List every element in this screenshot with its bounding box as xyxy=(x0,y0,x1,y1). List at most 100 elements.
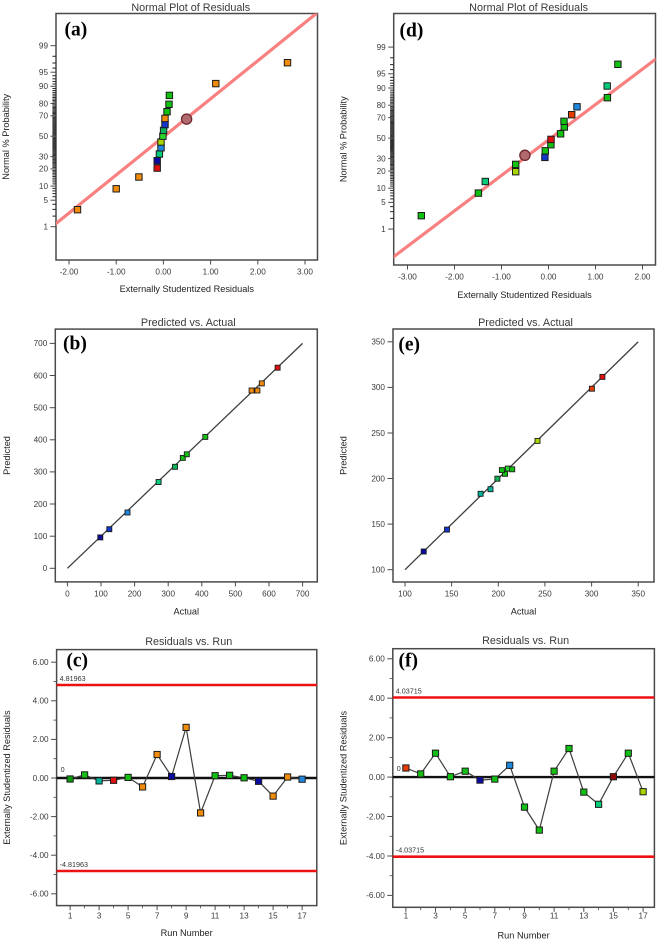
svg-text:-6.00: -6.00 xyxy=(30,890,49,899)
svg-text:700: 700 xyxy=(296,590,310,599)
svg-text:5: 5 xyxy=(381,198,386,207)
svg-text:0.00: 0.00 xyxy=(369,773,385,782)
svg-text:0.00: 0.00 xyxy=(541,273,557,282)
svg-text:500: 500 xyxy=(34,404,48,413)
svg-text:Predicted vs. Actual: Predicted vs. Actual xyxy=(141,317,236,329)
svg-text:1: 1 xyxy=(404,912,409,921)
svg-text:250: 250 xyxy=(538,590,552,599)
svg-text:15: 15 xyxy=(609,912,619,921)
svg-text:Normal Plot of Residuals: Normal Plot of Residuals xyxy=(131,2,250,14)
svg-text:17: 17 xyxy=(639,912,649,921)
svg-text:Run Number: Run Number xyxy=(161,928,213,938)
svg-text:70: 70 xyxy=(377,113,387,122)
svg-text:600: 600 xyxy=(34,371,48,380)
svg-text:5: 5 xyxy=(463,912,468,921)
svg-text:17: 17 xyxy=(298,912,308,921)
svg-text:1.00: 1.00 xyxy=(588,273,604,282)
svg-text:4.03715: 4.03715 xyxy=(396,687,422,696)
svg-text:(d): (d) xyxy=(400,21,424,42)
svg-text:1: 1 xyxy=(43,223,48,232)
svg-text:20: 20 xyxy=(377,167,387,176)
svg-text:0.00: 0.00 xyxy=(33,774,49,783)
svg-text:30: 30 xyxy=(39,152,49,161)
svg-text:80: 80 xyxy=(39,99,49,108)
svg-text:150: 150 xyxy=(371,520,385,529)
svg-text:80: 80 xyxy=(377,101,387,110)
svg-text:11: 11 xyxy=(550,912,559,921)
svg-text:400: 400 xyxy=(34,436,48,445)
svg-text:200: 200 xyxy=(491,590,505,599)
svg-text:100: 100 xyxy=(94,590,108,599)
svg-text:-2.00: -2.00 xyxy=(60,268,79,277)
svg-text:Residuals vs. Run: Residuals vs. Run xyxy=(482,635,569,647)
svg-text:Externally Studentized Residua: Externally Studentized Residuals xyxy=(120,284,255,294)
svg-text:2.00: 2.00 xyxy=(33,735,49,744)
svg-text:Residuals vs. Run: Residuals vs. Run xyxy=(145,636,232,648)
svg-text:0.00: 0.00 xyxy=(155,268,171,277)
svg-text:500: 500 xyxy=(229,590,243,599)
svg-text:1.00: 1.00 xyxy=(203,268,219,277)
svg-text:200: 200 xyxy=(34,500,48,509)
svg-text:3: 3 xyxy=(97,912,102,921)
svg-text:-2.00: -2.00 xyxy=(30,812,49,821)
svg-text:-1.00: -1.00 xyxy=(107,268,126,277)
svg-text:-3.00: -3.00 xyxy=(398,273,417,282)
svg-text:5: 5 xyxy=(126,912,131,921)
svg-text:13: 13 xyxy=(579,912,589,921)
svg-text:Normal % Probability: Normal % Probability xyxy=(1,94,11,180)
svg-text:13: 13 xyxy=(240,912,250,921)
svg-text:Externally Studentized Residua: Externally Studentized Residuals xyxy=(457,290,592,300)
svg-text:-4.00: -4.00 xyxy=(30,851,49,860)
svg-text:0: 0 xyxy=(397,764,401,773)
svg-text:2.00: 2.00 xyxy=(635,273,651,282)
svg-text:15: 15 xyxy=(269,912,279,921)
svg-text:(a): (a) xyxy=(65,20,88,41)
svg-text:-2.00: -2.00 xyxy=(445,273,464,282)
svg-text:100: 100 xyxy=(34,532,48,541)
svg-text:95: 95 xyxy=(377,70,387,79)
svg-text:200: 200 xyxy=(371,474,385,483)
svg-text:300: 300 xyxy=(161,590,175,599)
svg-text:70: 70 xyxy=(39,112,49,121)
svg-text:3: 3 xyxy=(433,912,438,921)
svg-text:-4.03715: -4.03715 xyxy=(396,846,424,855)
svg-text:90: 90 xyxy=(377,84,387,93)
svg-text:Predicted vs. Actual: Predicted vs. Actual xyxy=(478,317,573,329)
svg-text:300: 300 xyxy=(585,590,599,599)
svg-text:350: 350 xyxy=(371,338,385,347)
svg-text:5: 5 xyxy=(43,196,48,205)
svg-text:1: 1 xyxy=(68,912,73,921)
svg-text:50: 50 xyxy=(39,132,49,141)
svg-text:7: 7 xyxy=(493,912,498,921)
svg-text:300: 300 xyxy=(371,383,385,392)
svg-text:9: 9 xyxy=(184,912,189,921)
svg-text:11: 11 xyxy=(211,912,220,921)
svg-text:350: 350 xyxy=(631,590,645,599)
svg-text:-4.00: -4.00 xyxy=(366,852,385,861)
svg-text:Externally Studentized Residua: Externally Studentized Residuals xyxy=(339,710,349,845)
svg-text:0: 0 xyxy=(65,590,70,599)
svg-text:95: 95 xyxy=(39,68,49,77)
svg-text:1: 1 xyxy=(381,225,386,234)
svg-text:99: 99 xyxy=(39,42,49,51)
svg-text:250: 250 xyxy=(371,429,385,438)
svg-text:150: 150 xyxy=(445,590,459,599)
svg-text:200: 200 xyxy=(128,590,142,599)
svg-text:0: 0 xyxy=(61,765,65,774)
svg-text:3.00: 3.00 xyxy=(297,268,313,277)
svg-text:20: 20 xyxy=(39,165,49,174)
svg-text:Actual: Actual xyxy=(511,607,537,617)
svg-text:99: 99 xyxy=(377,43,387,52)
svg-text:Externally Studentized Residua: Externally Studentized Residuals xyxy=(2,710,12,845)
svg-text:50: 50 xyxy=(377,134,387,143)
svg-text:Normal Plot of Residuals: Normal Plot of Residuals xyxy=(469,2,588,14)
svg-text:400: 400 xyxy=(195,590,209,599)
svg-text:(f): (f) xyxy=(399,651,418,672)
svg-text:Predicted: Predicted xyxy=(2,436,12,475)
svg-text:90: 90 xyxy=(39,82,49,91)
svg-text:100: 100 xyxy=(371,566,385,575)
svg-text:6.00: 6.00 xyxy=(33,658,49,667)
svg-text:(e): (e) xyxy=(398,335,420,356)
svg-text:-6.00: -6.00 xyxy=(366,891,385,900)
svg-text:-1.00: -1.00 xyxy=(492,273,511,282)
